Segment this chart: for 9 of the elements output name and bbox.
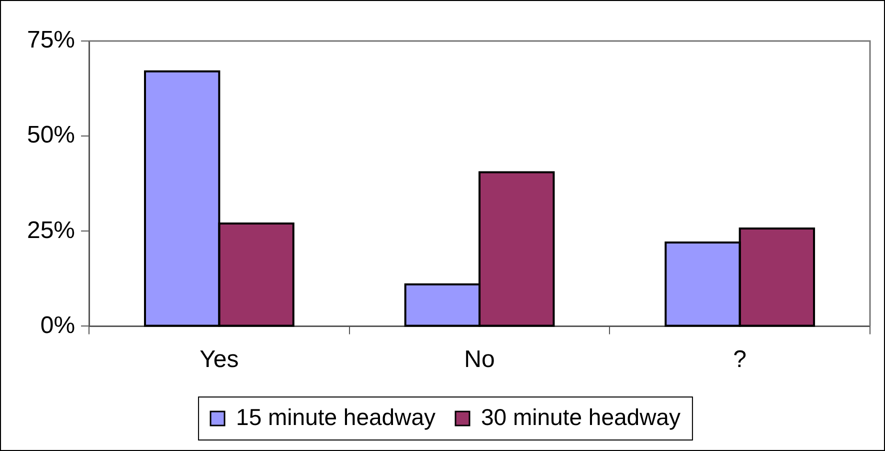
y-tick-label: 0% — [40, 312, 76, 339]
y-tick-label: 25% — [26, 216, 76, 244]
y-tick-label: 50% — [26, 122, 76, 149]
x-tick-label: No — [464, 346, 495, 374]
legend-label: 15 minute headway — [236, 404, 436, 430]
y-tick-label: 75% — [26, 26, 76, 54]
x-tick-label: ? — [733, 346, 747, 374]
legend-label: 30 minute headway — [481, 404, 681, 430]
x-tick-label: Yes — [200, 346, 239, 374]
